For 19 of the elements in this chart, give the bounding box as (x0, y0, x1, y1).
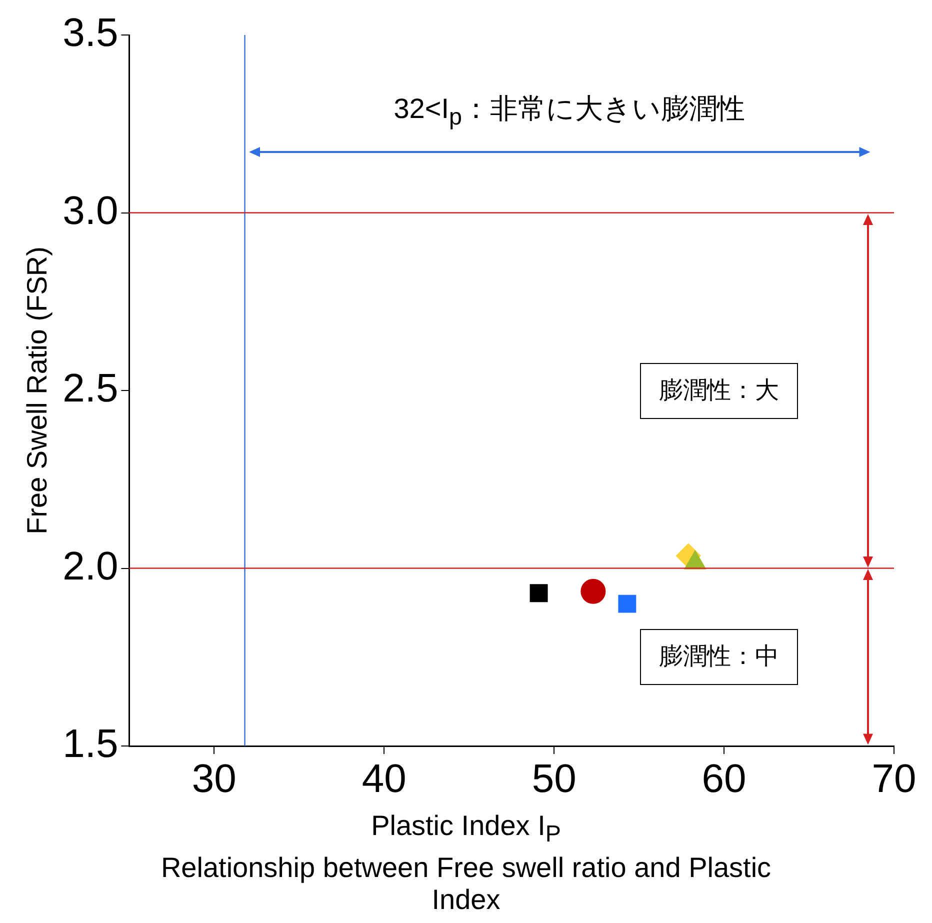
annotation: 32<I$_{p}$：非常に大きい膨潤性 (392, 92, 746, 131)
x-tick-label: 70 (872, 757, 916, 802)
y-tick-label: 2.0 (62, 544, 118, 588)
x-axis-title: Plastic Index I$_{P}$ (370, 810, 562, 848)
y-tick-label: 1.5 (62, 722, 118, 766)
x-tick-label: 30 (192, 757, 236, 802)
x-tick-label: 50 (532, 757, 576, 802)
y-tick-label: 3.5 (62, 11, 118, 56)
point (618, 594, 636, 613)
y-tick-label: 2.5 (62, 366, 118, 411)
point (580, 578, 606, 604)
x-tick-label: 60 (702, 757, 746, 802)
text: Relationship between Free swell ratio and Plastic Index (160, 852, 772, 916)
annotation: 膨潤性：大 (640, 362, 798, 418)
point (530, 584, 548, 602)
y-axis-title: Free Swell Ratio (FSR) (22, 246, 53, 534)
x-tick-label: 40 (362, 757, 406, 802)
y-tick-label: 3.0 (62, 188, 118, 233)
annotation: 膨潤性：中 (640, 629, 798, 686)
